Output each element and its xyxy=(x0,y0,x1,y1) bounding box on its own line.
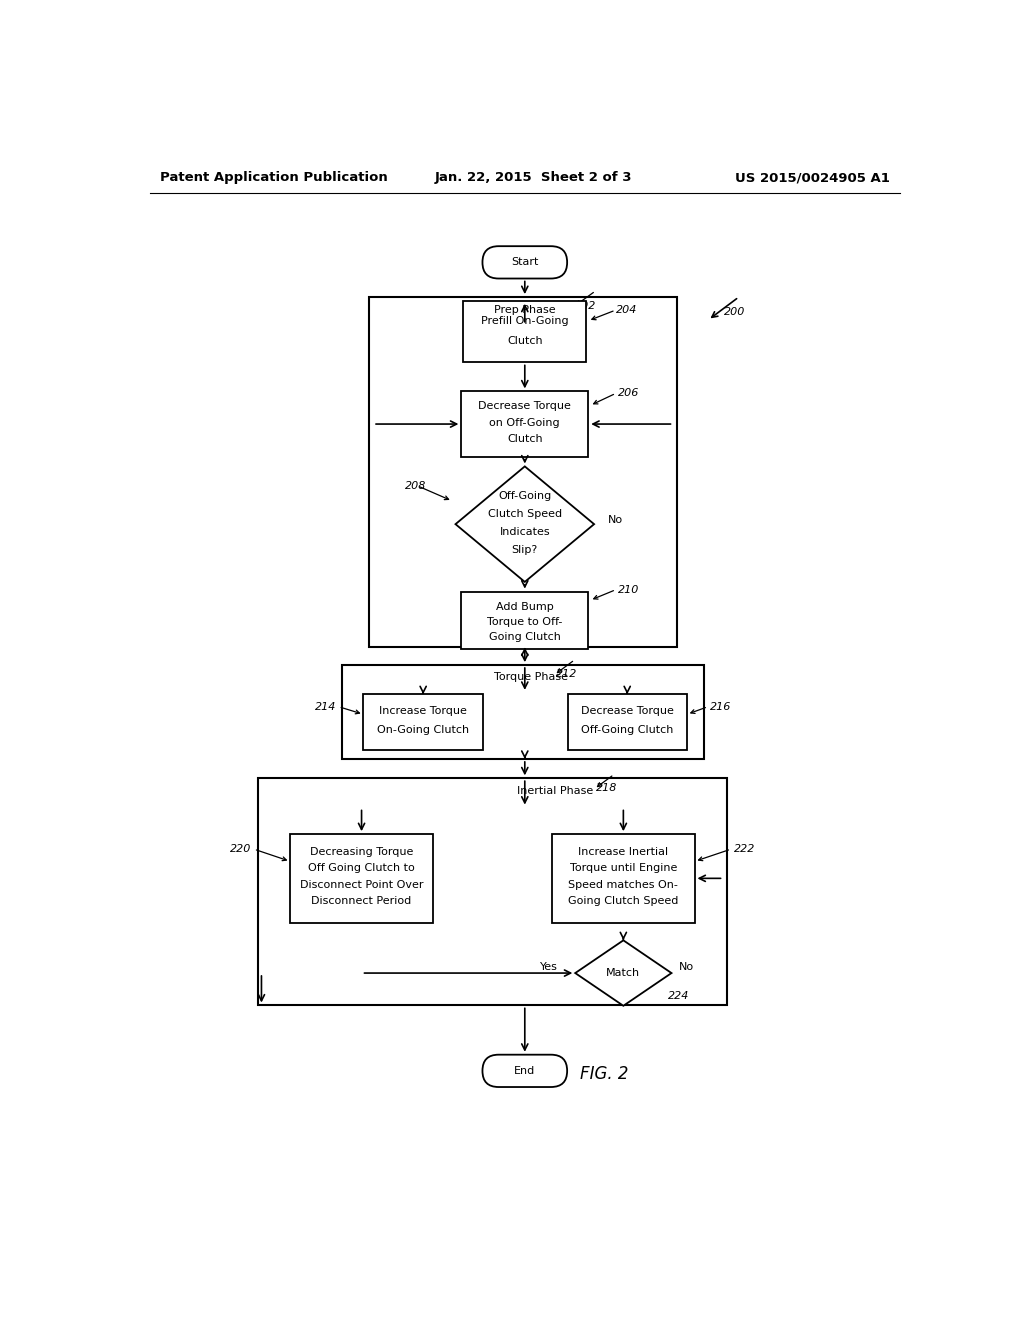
Text: Jan. 22, 2015  Sheet 2 of 3: Jan. 22, 2015 Sheet 2 of 3 xyxy=(435,172,632,185)
Text: Increase Inertial: Increase Inertial xyxy=(579,847,669,857)
Text: Prefill On-Going: Prefill On-Going xyxy=(481,315,568,326)
FancyBboxPatch shape xyxy=(258,779,727,1006)
FancyBboxPatch shape xyxy=(567,694,687,750)
Text: Increase Torque: Increase Torque xyxy=(379,706,467,717)
Text: Indicates: Indicates xyxy=(500,527,550,537)
Text: Clutch Speed: Clutch Speed xyxy=(487,510,562,519)
Text: Prep Phase: Prep Phase xyxy=(494,305,556,315)
FancyBboxPatch shape xyxy=(463,301,587,363)
Text: Patent Application Publication: Patent Application Publication xyxy=(160,172,387,185)
Text: 206: 206 xyxy=(617,388,639,399)
FancyBboxPatch shape xyxy=(364,694,483,750)
Text: Speed matches On-: Speed matches On- xyxy=(568,879,678,890)
Text: Start: Start xyxy=(511,257,539,268)
Text: Decrease Torque: Decrease Torque xyxy=(581,706,674,717)
Text: FIG. 2: FIG. 2 xyxy=(581,1065,629,1082)
Text: 220: 220 xyxy=(230,843,252,854)
Text: Decreasing Torque: Decreasing Torque xyxy=(310,847,414,857)
Polygon shape xyxy=(456,466,594,582)
FancyBboxPatch shape xyxy=(461,391,589,457)
Text: Off-Going: Off-Going xyxy=(498,491,552,502)
Text: 200: 200 xyxy=(724,308,744,317)
Text: Disconnect Period: Disconnect Period xyxy=(311,896,412,906)
Text: Off Going Clutch to: Off Going Clutch to xyxy=(308,863,415,874)
Text: Yes: Yes xyxy=(541,962,558,972)
Text: Decrease Torque: Decrease Torque xyxy=(478,400,571,411)
Text: 202: 202 xyxy=(574,301,596,312)
Text: 218: 218 xyxy=(596,783,617,793)
Text: 204: 204 xyxy=(615,305,637,315)
Text: Torque until Engine: Torque until Engine xyxy=(569,863,677,874)
Text: 212: 212 xyxy=(556,669,577,680)
FancyBboxPatch shape xyxy=(482,1055,567,1088)
Text: Torque Phase: Torque Phase xyxy=(494,672,568,682)
Text: 214: 214 xyxy=(314,702,336,711)
Text: Going Clutch Speed: Going Clutch Speed xyxy=(568,896,679,906)
Text: Clutch: Clutch xyxy=(507,434,543,445)
FancyBboxPatch shape xyxy=(461,591,589,649)
Text: End: End xyxy=(514,1065,536,1076)
Text: Torque to Off-: Torque to Off- xyxy=(487,616,562,627)
FancyBboxPatch shape xyxy=(552,834,694,923)
Text: No: No xyxy=(679,962,694,972)
Text: Inertial Phase: Inertial Phase xyxy=(517,787,593,796)
Text: Add Bump: Add Bump xyxy=(496,602,554,611)
Text: Off-Going Clutch: Off-Going Clutch xyxy=(581,725,674,735)
Text: Clutch: Clutch xyxy=(507,335,543,346)
Text: No: No xyxy=(608,515,623,525)
Text: 224: 224 xyxy=(668,991,689,1001)
Text: Match: Match xyxy=(606,968,640,978)
Polygon shape xyxy=(575,940,672,1006)
Text: Slip?: Slip? xyxy=(512,545,538,554)
FancyBboxPatch shape xyxy=(370,297,677,647)
FancyBboxPatch shape xyxy=(291,834,433,923)
FancyBboxPatch shape xyxy=(342,665,705,759)
Text: On-Going Clutch: On-Going Clutch xyxy=(377,725,469,735)
Text: on Off-Going: on Off-Going xyxy=(489,417,560,428)
Text: 222: 222 xyxy=(733,843,755,854)
Text: 216: 216 xyxy=(711,702,732,711)
Text: 210: 210 xyxy=(617,585,639,594)
Text: Disconnect Point Over: Disconnect Point Over xyxy=(300,879,423,890)
Text: US 2015/0024905 A1: US 2015/0024905 A1 xyxy=(735,172,890,185)
Text: Going Clutch: Going Clutch xyxy=(488,632,561,643)
Text: 208: 208 xyxy=(406,480,427,491)
FancyBboxPatch shape xyxy=(482,247,567,279)
